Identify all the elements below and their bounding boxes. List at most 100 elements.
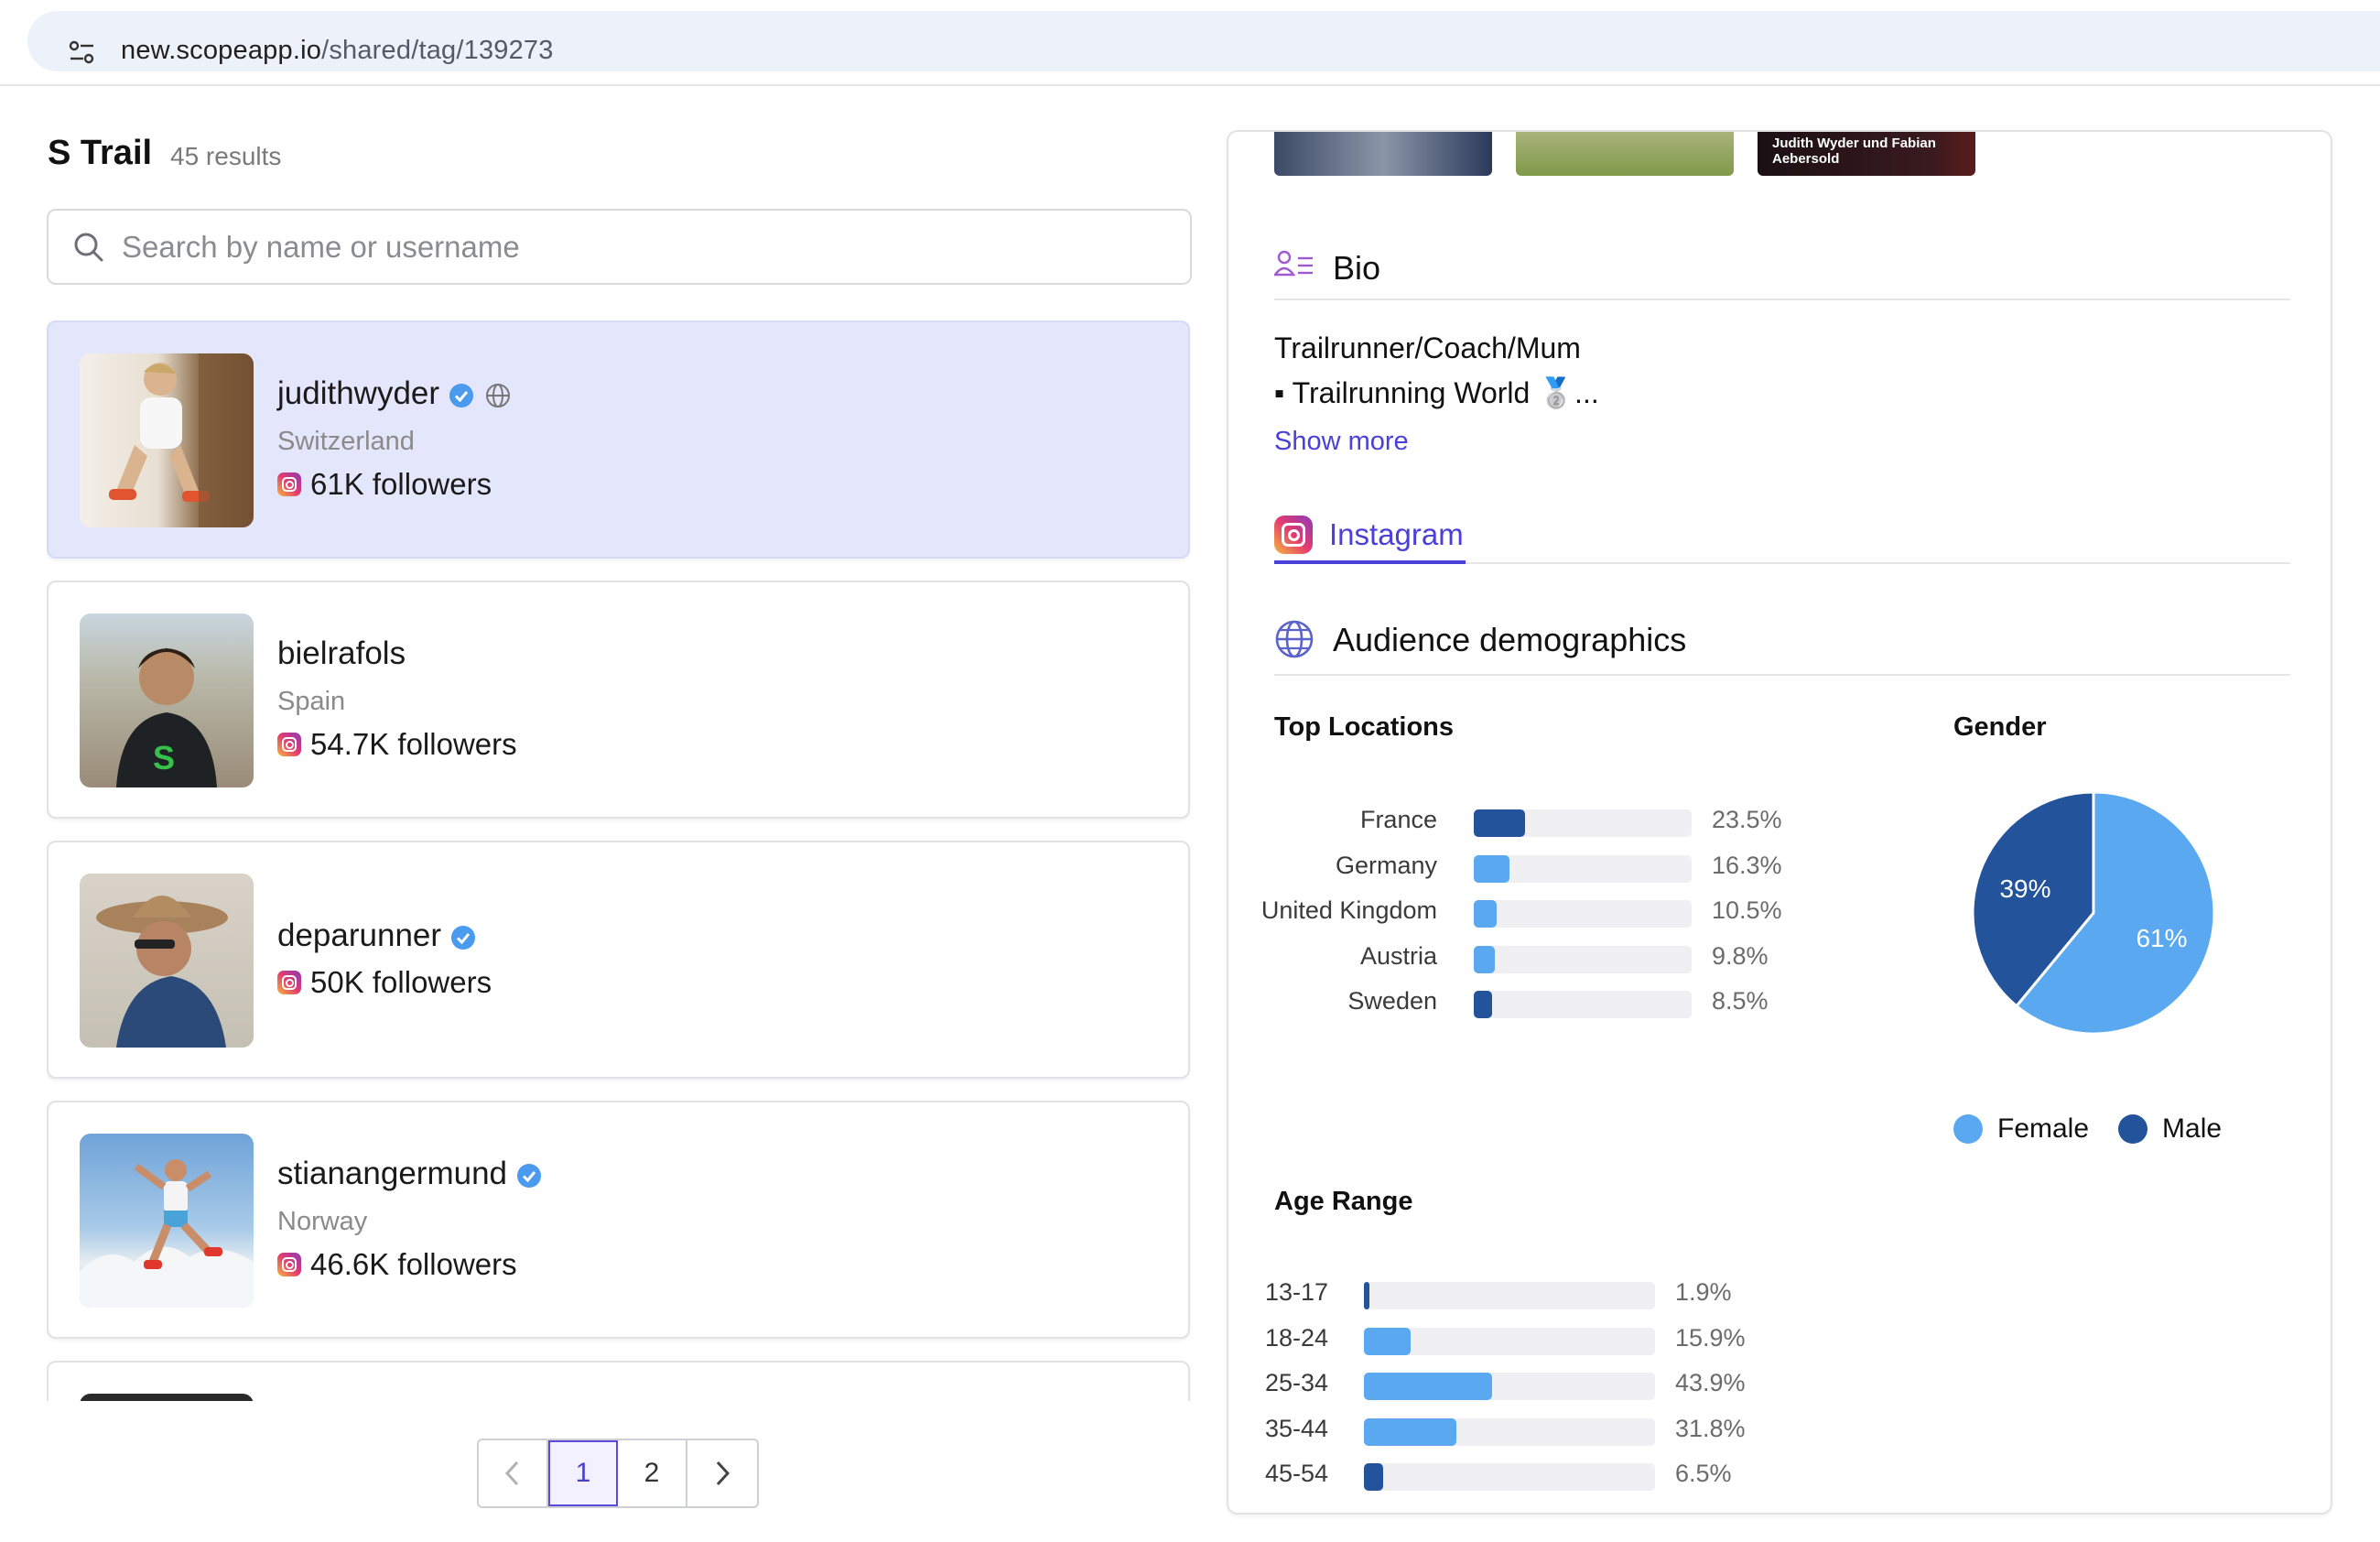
platform-tabs: Instagram: [1274, 509, 2290, 564]
bar: [1364, 1373, 1492, 1400]
url-text: new.scopeapp.io/shared/tag/139273: [121, 36, 554, 66]
post-thumbnail[interactable]: [1516, 132, 1734, 176]
bar-value-label: 10.5%: [1712, 896, 1782, 924]
gender-pie-chart: 61% 39%: [1971, 790, 2216, 1036]
bar-track: [1364, 1373, 1655, 1400]
previous-page-button[interactable]: [479, 1440, 548, 1506]
show-more-link[interactable]: Show more: [1274, 427, 1409, 456]
tab-instagram[interactable]: Instagram: [1274, 509, 1466, 564]
female-swatch: [1953, 1114, 1983, 1144]
creator-card[interactable]: deparunner 50K followers: [47, 841, 1190, 1079]
instagram-icon: [277, 472, 301, 496]
search-input[interactable]: [122, 223, 1165, 271]
bio-line: ▪ Trailrunning World 🥈...: [1274, 376, 1599, 409]
site-settings-icon[interactable]: [68, 38, 97, 66]
creator-card[interactable]: judithwyder Switzerland 61K followers: [47, 320, 1190, 559]
avatar-image: [80, 1159, 254, 1308]
globe-icon: [1275, 620, 1314, 658]
bar-value-label: 15.9%: [1675, 1323, 1746, 1352]
bar-track: [1364, 1282, 1655, 1309]
avatar-image: [109, 353, 254, 527]
bar-track: [1364, 1417, 1655, 1446]
pie-value-label: 39%: [1999, 874, 2050, 903]
bar-track: [1474, 991, 1692, 1018]
bar-value-label: 6.5%: [1675, 1460, 1732, 1487]
age-range-label: Age Range: [1274, 1187, 1413, 1216]
gender-legend: Female Male: [1953, 1113, 2222, 1145]
next-page-button[interactable]: [687, 1440, 757, 1506]
creator-country: Norway: [277, 1207, 368, 1236]
instagram-icon: [277, 733, 301, 756]
bio-line: Trailrunner/Coach/Mum: [1274, 331, 1581, 364]
list-title: S Trail: [48, 134, 153, 172]
instagram-icon: [1274, 516, 1313, 554]
post-thumbnail[interactable]: Judith Wyder und Fabian Aebersold: [1758, 132, 1975, 176]
bar-category-label: 25-34: [1265, 1369, 1329, 1396]
creator-followers: 50K followers: [277, 965, 492, 1000]
profile-panel: Judith Wyder und Fabian Aebersold Bio Tr…: [1227, 130, 2332, 1515]
creator-followers: 61K followers: [277, 467, 492, 502]
creator-card[interactable]: stianangermund Norway 46.6K followers: [47, 1101, 1190, 1339]
bar: [1474, 809, 1525, 837]
bar: [1364, 1327, 1411, 1355]
avatar-image: [96, 896, 228, 1048]
address-field[interactable]: new.scopeapp.io/shared/tag/139273: [27, 11, 2380, 71]
followers-count: 54.7K followers: [310, 727, 517, 761]
page-button-2[interactable]: 2: [618, 1440, 687, 1506]
chevron-left-icon: [504, 1461, 519, 1486]
bar-row: 45-54 6.5%: [1228, 1460, 2235, 1491]
instagram-icon: [277, 971, 301, 994]
creator-list: judithwyder Switzerland 61K followers S …: [47, 320, 1192, 1401]
creator-username[interactable]: deparunner: [277, 918, 442, 953]
url-domain: new.scopeapp.io: [121, 36, 322, 65]
followers-count: 50K followers: [310, 965, 492, 999]
bar-track: [1474, 945, 1692, 973]
creator-username[interactable]: judithwyder: [277, 375, 440, 411]
bar-category-label: France: [1359, 806, 1437, 833]
bar-row: 13-17 1.9%: [1228, 1278, 2235, 1309]
verified-badge-icon: [449, 383, 474, 407]
creator-country: Switzerland: [277, 427, 415, 456]
search-box[interactable]: [47, 209, 1192, 285]
male-swatch: [2118, 1114, 2148, 1144]
bar-category-label: 13-17: [1265, 1278, 1329, 1306]
bar-row: 35-44 31.8%: [1228, 1415, 2235, 1446]
avatar-image: S: [116, 648, 217, 787]
gender-label: Gender: [1953, 712, 2047, 742]
results-count: 45 results: [170, 142, 282, 170]
verified-badge-icon: [451, 925, 476, 950]
avatar: S: [80, 614, 254, 787]
creator-card[interactable]: [47, 1361, 1190, 1401]
bar-category-label: Germany: [1335, 851, 1437, 879]
avatar: [80, 353, 254, 527]
legend-male: Male: [2162, 1113, 2223, 1144]
bar-row: France 23.5%: [1228, 806, 2235, 837]
svg-text:S: S: [153, 739, 175, 776]
creator-username[interactable]: bielrafols: [277, 635, 406, 671]
bar-track: [1364, 1463, 1655, 1491]
globe-icon: [486, 383, 511, 407]
creator-name-row: judithwyder: [277, 375, 511, 412]
bar-track: [1474, 854, 1692, 883]
browser-url-bar: new.scopeapp.io/shared/tag/139273: [0, 0, 2380, 86]
bar-track: [1474, 900, 1692, 928]
instagram-icon: [277, 1253, 301, 1276]
creator-country: Spain: [277, 687, 346, 716]
creator-followers: 46.6K followers: [277, 1247, 517, 1282]
bio-icon: [1274, 250, 1313, 277]
bar-value-label: 1.9%: [1675, 1278, 1732, 1306]
creator-username[interactable]: stianangermund: [277, 1156, 507, 1191]
avatar: [80, 1394, 254, 1401]
page-button-1[interactable]: 1: [548, 1440, 618, 1506]
bar-category-label: 18-24: [1265, 1323, 1329, 1352]
creator-card[interactable]: S bielrafols Spain 54.7K followers: [47, 581, 1190, 819]
followers-count: 61K followers: [310, 467, 492, 501]
bar-row: 25-34 43.9%: [1228, 1369, 2235, 1400]
bar: [1364, 1463, 1383, 1491]
creator-name-row: stianangermund: [277, 1156, 542, 1192]
bar-value-label: 8.5%: [1712, 987, 1769, 1015]
url-path: /shared/tag/139273: [321, 36, 554, 65]
bar-row: Austria 9.8%: [1228, 942, 2235, 973]
pagination: 1 2: [477, 1439, 759, 1508]
post-thumbnail[interactable]: [1274, 132, 1492, 176]
